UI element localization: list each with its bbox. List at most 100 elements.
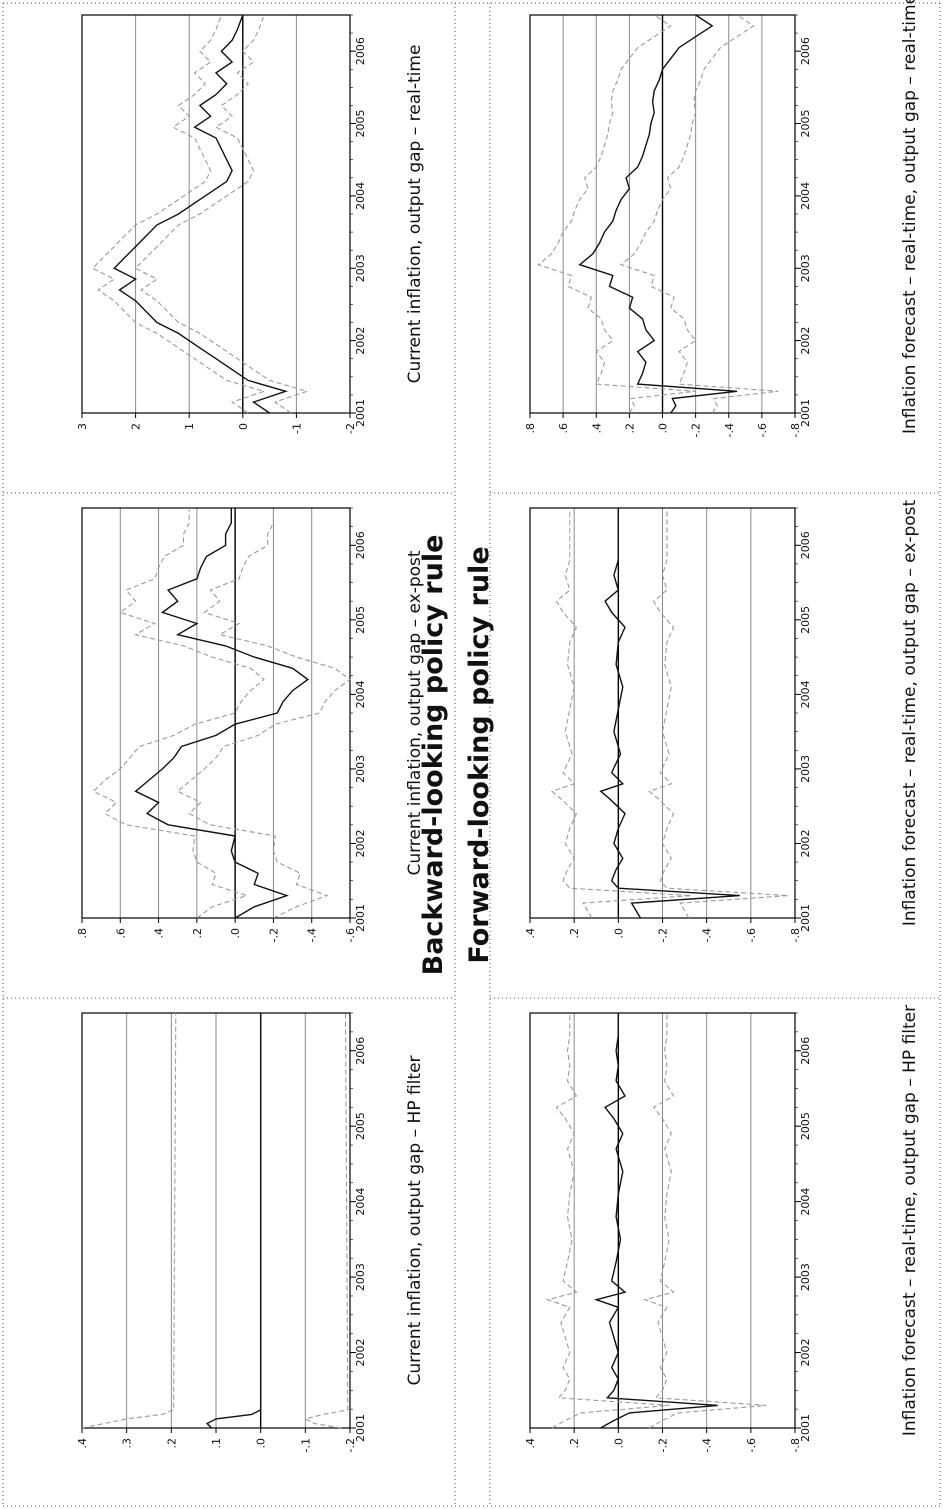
time-tick-label-2: 2003 [354,755,367,783]
series-line-lower [648,508,789,919]
value-tick-label-5: 3 [76,423,89,430]
value-tick-label-1: -1 [290,423,303,434]
time-tick-label-0: 2001 [799,1414,812,1442]
time-tick-label-4: 2005 [799,1112,812,1140]
time-tick-label-2: 2003 [799,1263,812,1291]
value-tick-label-4: .2 [165,1438,178,1449]
chart-caption-3: Current inflation, output gap – real-tim… [405,45,425,384]
chart-panel-3: -2 -1 0 1 2 3 2001 2002 2003 2004 2005 2006 Current … [76,14,425,434]
value-tick-label-6: .4 [76,1438,89,1449]
chart-panel-6: -.8 -.6 -.4 -.2 .0 .2 .4 .6 .8 2001 2002 2003 2004 20… [524,0,920,437]
value-tick-label-2: 0 [237,423,250,430]
value-tick-label-7: .6 [557,423,570,434]
value-tick-label-2: -.2 [267,928,280,942]
value-tick-label-5: .2 [623,423,636,434]
series-line-lower [176,508,351,919]
series-line-upper [81,1012,177,1429]
chart-panel-5: -.8 -.6 -.4 -.2 .0 .2 .4 2001 2002 2003 2004 2005 20… [524,499,920,942]
value-tick-label-5: .2 [568,1438,581,1449]
value-tick-label-3: -.2 [657,928,670,942]
time-tick-label-4: 2005 [354,606,367,634]
time-tick-label-3: 2004 [799,680,812,708]
chart-panel-2: -.6 -.4 -.2 .0 .2 .4 .6 .8 2001 2002 2003 2004 2005 2… [76,507,425,942]
value-tick-label-0: -.2 [344,1438,357,1452]
series-line-upper [91,14,267,414]
chart-caption-1: Current inflation, output gap – HP filte… [405,1055,425,1385]
time-tick-label-5: 2006 [799,1037,812,1065]
value-tick-label-4: 2 [130,423,143,430]
chart-panel-4: -.8 -.6 -.4 -.2 .0 .2 .4 2001 2002 2003 2004 2005 20… [524,1005,920,1453]
time-tick-label-2: 2003 [354,1263,367,1291]
time-tick-label-5: 2006 [354,531,367,559]
series-line-estimate [578,14,738,414]
value-tick-label-4: .2 [191,928,204,939]
value-tick-label-3: .1 [210,1438,223,1449]
time-tick-label-0: 2001 [799,399,812,427]
value-tick-label-2: -.4 [723,423,736,437]
time-tick-label-1: 2002 [799,327,812,355]
series-line-upper [550,508,692,919]
value-tick-label-5: .4 [153,928,166,939]
value-tick-label-6: .4 [590,423,603,434]
time-tick-label-3: 2004 [354,182,367,210]
time-tick-label-0: 2001 [799,904,812,932]
series-line-upper [545,1013,670,1429]
chart-caption-6: Inflation forecast – real-time, output g… [900,0,920,434]
chart-caption-5: Inflation forecast – real-time, output g… [900,499,920,926]
time-tick-label-4: 2005 [799,110,812,138]
value-tick-label-1: -.6 [745,1438,758,1452]
time-tick-label-3: 2004 [354,680,367,708]
chart-caption-2: Current inflation, output gap – ex-post [405,550,425,875]
time-tick-label-2: 2003 [799,755,812,783]
value-tick-label-0: -2 [344,423,357,434]
series-line-estimate [134,508,310,919]
plot-frame [81,14,351,414]
series-line-estimate [593,1013,718,1429]
chart-panels: -.2 -.1 .0 .1 .2 .3 .4 2001 2002 2003 2004 2005 2006… [76,0,920,1452]
value-tick-label-3: .0 [229,928,242,939]
value-tick-label-0: -.8 [789,928,802,942]
value-tick-label-8: .8 [524,423,537,434]
series-line-estimate [113,14,289,414]
series-line-upper [92,508,265,919]
time-tick-label-5: 2006 [799,531,812,559]
value-tick-label-3: 1 [183,423,196,430]
value-tick-label-4: .0 [612,1438,625,1449]
value-tick-label-1: -.4 [306,928,319,942]
value-tick-label-7: .8 [76,928,89,939]
time-tick-label-5: 2006 [354,1037,367,1065]
value-tick-label-2: -.4 [701,1438,714,1452]
series-line-lower [303,1012,349,1429]
time-tick-label-1: 2002 [354,327,367,355]
time-tick-label-1: 2002 [354,1339,367,1367]
value-tick-label-1: -.6 [745,928,758,942]
time-tick-label-5: 2006 [354,37,367,65]
time-tick-label-0: 2001 [354,399,367,427]
value-tick-label-3: -.2 [690,423,703,437]
value-tick-label-4: .0 [612,928,625,939]
value-tick-label-6: .6 [114,928,127,939]
value-tick-label-0: -.6 [344,928,357,942]
series-line-upper [537,14,696,414]
value-tick-label-0: -.8 [789,423,802,437]
time-tick-label-4: 2005 [799,606,812,634]
time-tick-label-3: 2004 [799,182,812,210]
chart-panel-1: -.2 -.1 .0 .1 .2 .3 .4 2001 2002 2003 2004 2005 2006… [76,1012,425,1452]
time-tick-label-4: 2005 [354,1112,367,1140]
series-line-lower [619,14,779,414]
value-tick-label-6: .4 [524,928,537,939]
time-tick-label-0: 2001 [354,904,367,932]
time-tick-label-3: 2004 [799,1188,812,1216]
value-tick-label-1: -.1 [299,1438,312,1452]
time-tick-label-1: 2002 [354,829,367,857]
value-tick-label-1: -.6 [756,423,769,437]
series-line-estimate [205,1013,262,1429]
time-tick-label-5: 2006 [799,37,812,65]
section-title-backward: Backward-looking policy rule [418,535,449,976]
value-tick-label-2: .0 [255,1438,268,1449]
time-tick-label-0: 2001 [354,1414,367,1442]
series-line-lower [642,1013,767,1429]
time-tick-label-1: 2002 [799,829,812,857]
